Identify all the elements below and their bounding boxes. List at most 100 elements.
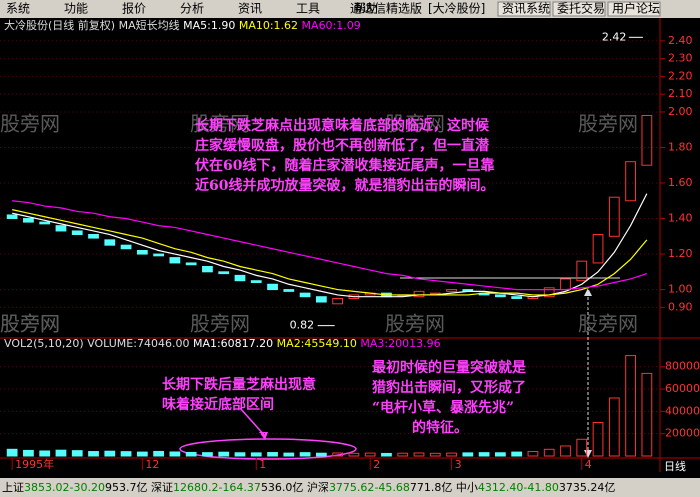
menu-item[interactable]: 资讯	[238, 2, 262, 16]
annotation-line: 的特征。	[412, 419, 468, 436]
status-item: 953.7亿	[105, 481, 148, 494]
volume-bar	[250, 452, 262, 457]
volume-bar	[299, 452, 311, 457]
candle-body	[234, 274, 246, 282]
candle-body	[250, 280, 262, 283]
indicator-name: MA短长均线	[119, 18, 180, 32]
menu-button[interactable]	[607, 1, 661, 17]
menu-button-label[interactable]: 用户论坛	[612, 1, 660, 16]
volume-bar	[39, 450, 51, 457]
x-tick-label: 4	[585, 458, 592, 471]
y-tick-label: 2.10	[668, 87, 693, 100]
volume-bar	[625, 355, 636, 457]
x-tick-label: 2	[373, 458, 380, 471]
volume-bar	[608, 397, 620, 457]
volume-bar	[495, 452, 506, 457]
volume-bar	[543, 448, 555, 457]
legend-entry: MA5:1.90	[183, 19, 235, 32]
menu-button[interactable]	[552, 1, 606, 17]
volume-bar	[381, 452, 392, 457]
volume-bar	[136, 451, 148, 457]
menu-item[interactable]: 报价	[122, 1, 146, 16]
candle-body	[332, 297, 344, 305]
candle-body	[218, 271, 230, 275]
menu-button[interactable]	[497, 1, 551, 17]
volume-bar	[169, 451, 181, 457]
candle-body	[6, 214, 18, 220]
annotation-line: 近60线并成功放量突破，就是猎豹出击的瞬间。	[195, 177, 494, 194]
y-tick-label: 60000	[665, 382, 700, 395]
y-tick-label: 2.30	[668, 52, 693, 65]
watermark: 股旁网	[385, 112, 445, 136]
menu-item[interactable]: 工具	[296, 2, 320, 16]
legend-entry: VOLUME:74046.00	[87, 337, 189, 350]
volume-bar	[6, 448, 18, 457]
y-tick-label: 2.00	[668, 105, 693, 118]
volume-bar	[348, 452, 360, 457]
legend-entry: MA60:1.09	[302, 19, 361, 32]
status-item: -30.20	[70, 481, 105, 494]
period-label: 日线	[664, 459, 686, 473]
volume-bar	[364, 452, 376, 457]
watermark: 股旁网	[0, 112, 60, 136]
candle-body	[267, 283, 278, 291]
watermark: 股旁网	[0, 312, 60, 336]
annotation-line: 长期下跌后量芝麻出现意	[162, 376, 316, 393]
volume-title: VOL2(5,10,20)	[4, 337, 84, 350]
status-text: 上证3853.02-30.20953.7亿 深证12680.2-164.3753…	[2, 480, 615, 494]
volume-bar	[397, 452, 409, 457]
candle-body	[71, 230, 83, 236]
annotation-line: 长期下跌芝麻点出现意味着底部的临近，这时候	[195, 117, 490, 134]
volume-bar	[153, 450, 164, 457]
volume-bar	[429, 452, 441, 457]
watermark: 股旁网	[578, 312, 638, 336]
candle-body	[576, 260, 588, 282]
annotation-line: 味着接近底部区间	[162, 396, 274, 413]
menu-item[interactable]: 帮助	[354, 2, 378, 16]
y-tick-label: 2.40	[668, 34, 693, 47]
status-item: 3735.24亿	[559, 481, 616, 494]
status-item: 4312.40	[478, 481, 524, 494]
volume-bar	[332, 452, 344, 457]
menu-button-label[interactable]: 委托交易	[557, 1, 605, 16]
breakout-arrow-up	[584, 288, 592, 296]
candle-body	[608, 196, 620, 237]
menu-item[interactable]: 功能	[64, 2, 88, 16]
volume-bar	[234, 452, 246, 457]
volume-bar	[576, 438, 588, 457]
volume-bar	[527, 451, 539, 457]
volume-bar	[446, 452, 457, 457]
menu-item[interactable]: 分析	[180, 2, 204, 16]
y-tick-label: 2.20	[668, 69, 693, 82]
annotation-line: “电杆小草、暴涨先兆”	[372, 399, 514, 416]
volume-bar	[413, 452, 425, 457]
x-tick-label: 3	[455, 458, 462, 471]
candle-body	[136, 250, 148, 255]
legend-entry: MA1:60817.20	[193, 337, 273, 350]
annotation-line: 最初时候的巨量突破就是	[372, 359, 527, 376]
high-label: 2.42	[602, 30, 627, 43]
menu-button-label[interactable]: 资讯系统	[502, 2, 550, 16]
candle-body	[23, 218, 34, 223]
volume-bar	[592, 422, 604, 457]
annotation-line: 伏在60线下，随着庄家潜收集接近尾声，一旦靠	[195, 157, 494, 174]
legend-entry: MA10:1.62	[239, 19, 298, 32]
candle-body	[511, 296, 523, 299]
annotation-line: 猎豹出击瞬间，又形成了	[372, 379, 526, 396]
candle-body	[413, 290, 425, 298]
low-label: 0.82	[290, 319, 315, 332]
note-arrowhead	[259, 432, 268, 440]
volume-bar	[462, 452, 474, 457]
volume-bar	[315, 452, 327, 457]
candle-body	[429, 292, 441, 295]
y-tick-label: 1.20	[668, 247, 693, 260]
breakout-arrow-down	[584, 450, 592, 458]
menu-item[interactable]: 系统	[6, 2, 30, 16]
price-legend: 大冷股份(日线 前复权) MA短长均线 MA5:1.90 MA10:1.62 M…	[4, 18, 361, 32]
ma-line	[12, 200, 648, 291]
y-tick-label: 1.40	[668, 212, 693, 225]
volume-bar	[267, 452, 278, 457]
volume-bar	[71, 450, 83, 457]
